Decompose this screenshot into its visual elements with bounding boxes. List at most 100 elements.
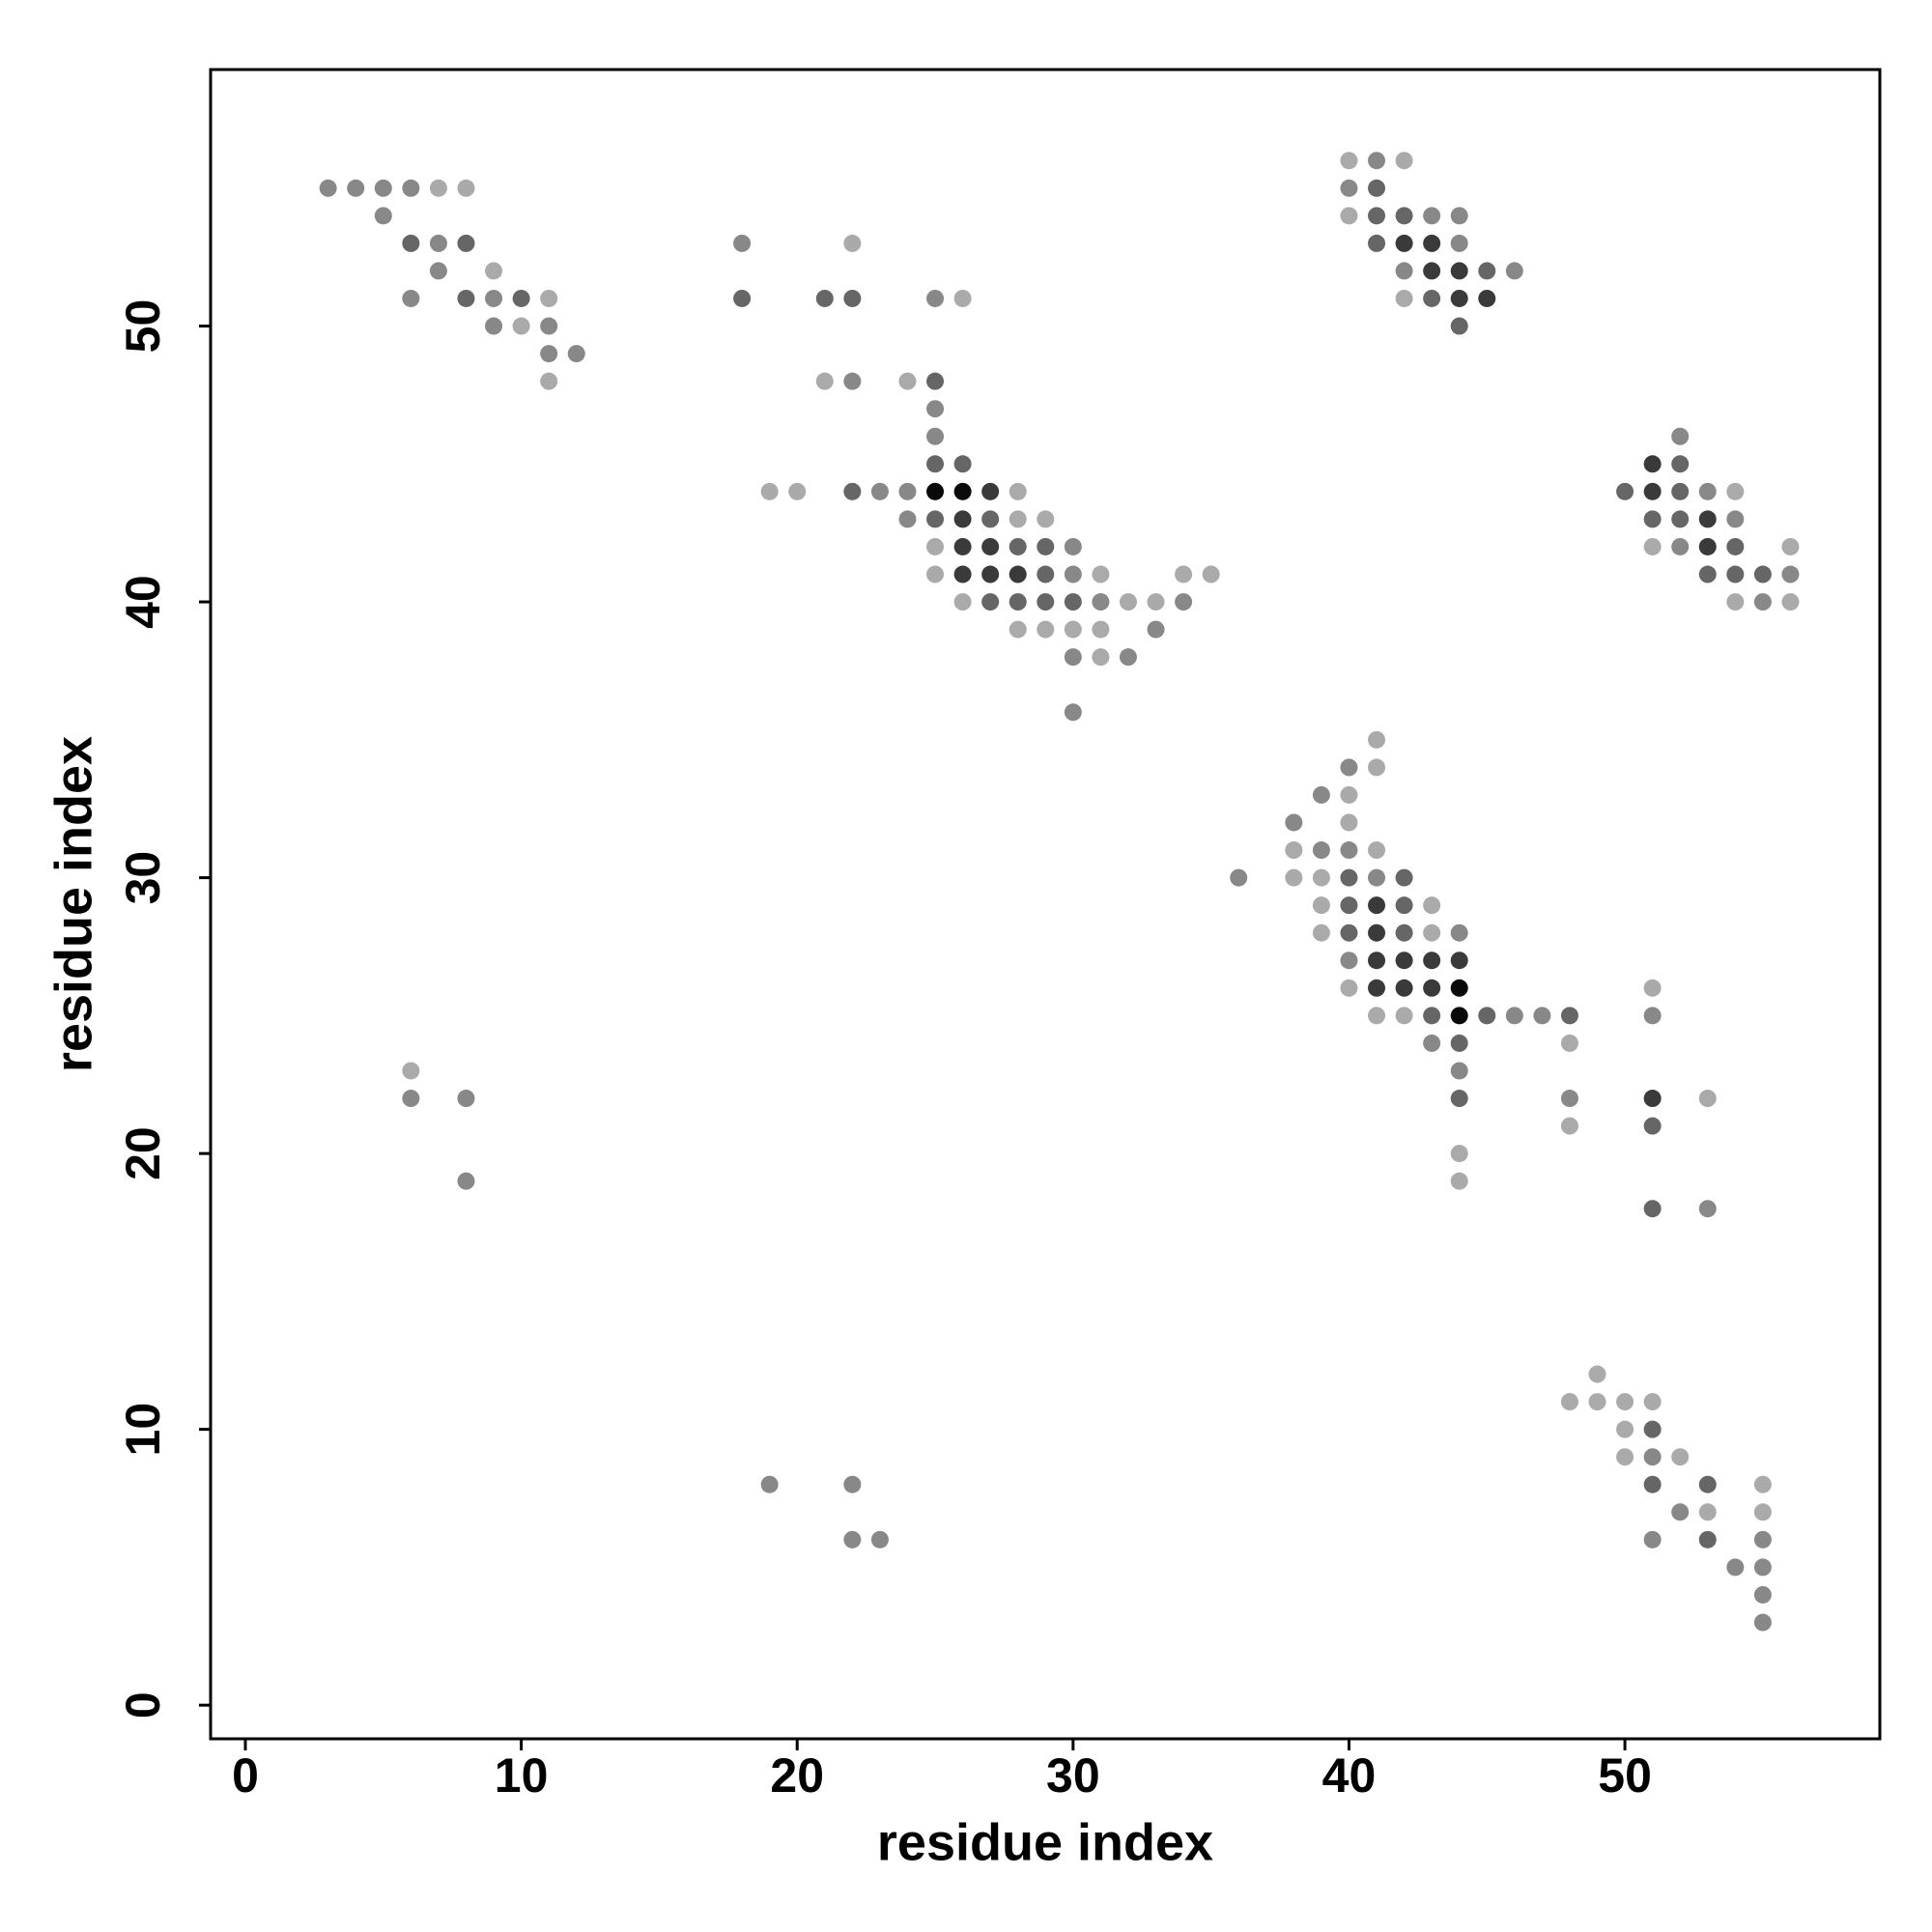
point — [1450, 1007, 1468, 1025]
point — [1368, 179, 1386, 197]
point — [1450, 1172, 1468, 1190]
point — [1781, 537, 1800, 555]
point — [926, 427, 945, 445]
point — [1671, 1503, 1690, 1521]
point — [1395, 952, 1413, 970]
point — [1368, 207, 1386, 225]
x-tick-label: 10 — [495, 1748, 549, 1803]
x-tick-label: 50 — [1598, 1748, 1652, 1803]
point — [457, 234, 475, 252]
point — [981, 593, 1000, 611]
point — [1560, 1034, 1578, 1052]
point — [760, 482, 779, 500]
point — [1643, 455, 1662, 473]
y-tick-label: 50 — [116, 299, 170, 354]
point — [926, 289, 945, 307]
point — [1698, 1530, 1717, 1548]
point — [1092, 620, 1110, 639]
point — [1423, 1007, 1441, 1025]
point — [1064, 593, 1082, 611]
point — [1312, 785, 1330, 804]
point — [1753, 1530, 1772, 1548]
point — [1560, 1007, 1578, 1025]
point — [1009, 593, 1027, 611]
point — [1698, 1503, 1717, 1521]
point — [953, 510, 972, 528]
y-tick-label: 0 — [116, 1691, 170, 1719]
point — [1671, 427, 1690, 445]
point — [347, 179, 365, 197]
point — [1781, 565, 1800, 583]
x-tick-label: 30 — [1046, 1748, 1100, 1803]
point — [1450, 979, 1468, 997]
point — [788, 482, 807, 500]
point — [1009, 620, 1027, 639]
point — [1753, 593, 1772, 611]
y-tick-label: 20 — [116, 1126, 170, 1180]
point — [1643, 1200, 1662, 1218]
point — [1698, 510, 1717, 528]
x-tick-label: 20 — [770, 1748, 824, 1803]
point — [1037, 620, 1055, 639]
point — [953, 289, 972, 307]
point — [1368, 234, 1386, 252]
point — [1643, 1448, 1662, 1466]
point — [1009, 565, 1027, 583]
point — [1285, 841, 1303, 860]
point — [1368, 979, 1386, 997]
point — [374, 207, 392, 225]
point — [1698, 537, 1717, 555]
point — [540, 289, 558, 307]
point — [1726, 537, 1745, 555]
point — [953, 593, 972, 611]
point — [1753, 1613, 1772, 1632]
point — [1450, 1090, 1468, 1108]
point — [843, 482, 862, 500]
point — [1119, 593, 1137, 611]
point — [1395, 152, 1413, 170]
point — [1423, 234, 1441, 252]
point — [512, 317, 530, 335]
point — [1064, 648, 1082, 667]
point — [981, 482, 1000, 500]
point — [1671, 537, 1690, 555]
point — [1368, 730, 1386, 749]
point — [898, 510, 917, 528]
point — [926, 537, 945, 555]
y-tick-label: 10 — [116, 1403, 170, 1457]
point — [1698, 565, 1717, 583]
point — [1616, 1393, 1634, 1411]
point — [926, 482, 945, 500]
point — [1423, 979, 1441, 997]
point — [1395, 262, 1413, 280]
point — [1643, 537, 1662, 555]
point — [1450, 207, 1468, 225]
point — [760, 1475, 779, 1493]
point — [1698, 1475, 1717, 1493]
point — [1560, 1090, 1578, 1108]
point — [402, 1062, 420, 1080]
point — [1753, 1558, 1772, 1577]
point — [1368, 152, 1386, 170]
point — [1340, 813, 1358, 832]
point — [1312, 841, 1330, 860]
point — [1726, 482, 1745, 500]
point — [1588, 1393, 1606, 1411]
point — [1450, 317, 1468, 335]
point — [926, 455, 945, 473]
point — [1643, 1393, 1662, 1411]
point — [1064, 565, 1082, 583]
point — [870, 1530, 889, 1548]
x-tick-label: 40 — [1322, 1748, 1377, 1803]
point — [815, 372, 834, 390]
point — [981, 565, 1000, 583]
x-tick-label: 0 — [232, 1748, 259, 1803]
point — [1092, 648, 1110, 667]
point — [898, 372, 917, 390]
point — [1423, 1034, 1441, 1052]
point — [1312, 896, 1330, 915]
point — [1698, 1090, 1717, 1108]
point — [567, 345, 585, 363]
point — [1340, 896, 1358, 915]
point — [1423, 289, 1441, 307]
